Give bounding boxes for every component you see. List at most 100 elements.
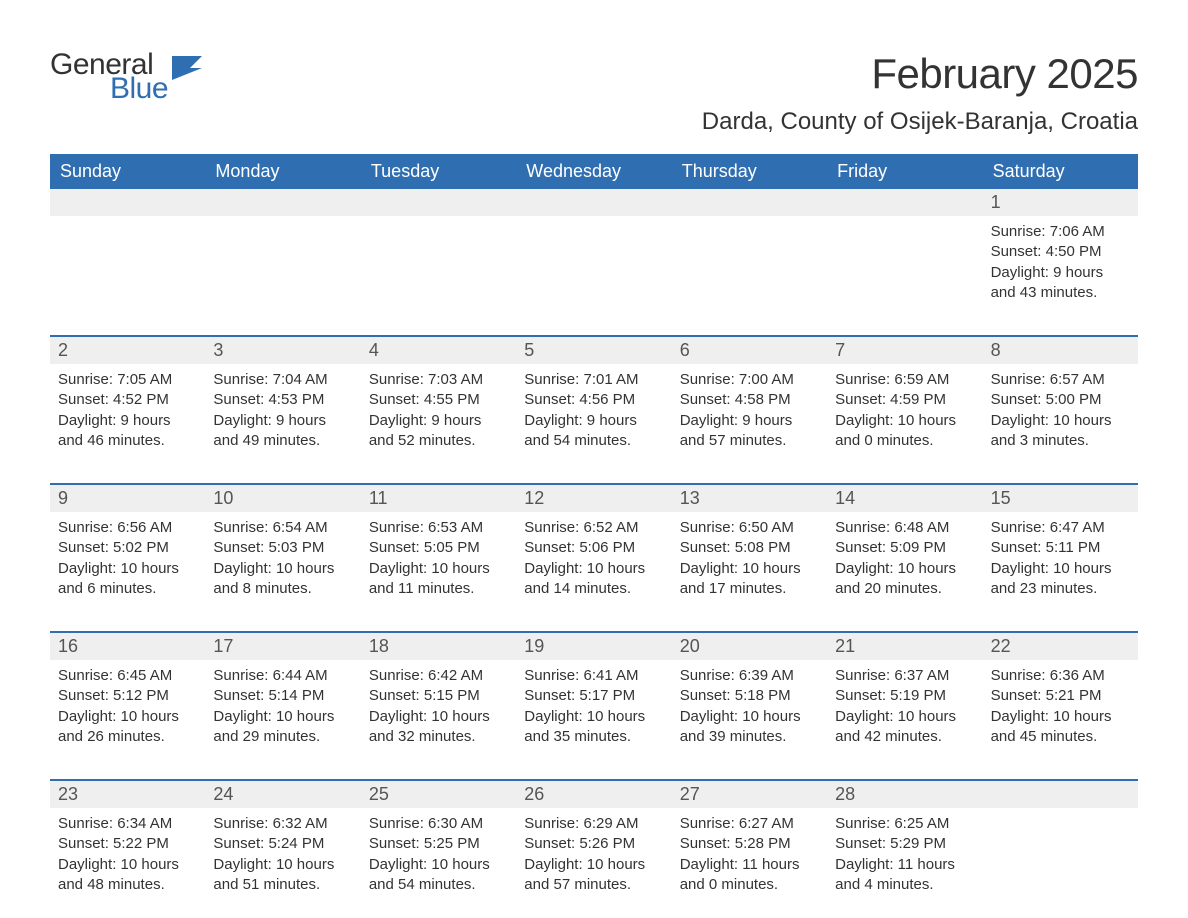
day-number: 4 <box>361 337 516 364</box>
day-cell: Sunrise: 6:42 AMSunset: 5:15 PMDaylight:… <box>361 660 516 751</box>
sunrise-line: Sunrise: 6:54 AM <box>213 518 350 538</box>
sunset-line: Sunset: 5:15 PM <box>369 686 506 706</box>
day-number: 6 <box>672 337 827 364</box>
sunset-line: Sunset: 5:09 PM <box>835 538 972 558</box>
sunset-line: Sunset: 5:24 PM <box>213 834 350 854</box>
sunrise-line: Sunrise: 6:32 AM <box>213 814 350 834</box>
day-number: 14 <box>827 485 982 512</box>
day-number: 25 <box>361 781 516 808</box>
daylight-line: Daylight: 10 hours and 42 minutes. <box>835 707 972 748</box>
sunrise-line: Sunrise: 6:50 AM <box>680 518 817 538</box>
day-cell: Sunrise: 6:47 AMSunset: 5:11 PMDaylight:… <box>983 512 1138 603</box>
daylight-line: Daylight: 9 hours and 57 minutes. <box>680 411 817 452</box>
day-cell: Sunrise: 6:44 AMSunset: 5:14 PMDaylight:… <box>205 660 360 751</box>
day-cell <box>983 808 1138 899</box>
sunrise-line: Sunrise: 6:41 AM <box>524 666 661 686</box>
sunset-line: Sunset: 4:50 PM <box>991 242 1128 262</box>
day-cell: Sunrise: 6:52 AMSunset: 5:06 PMDaylight:… <box>516 512 671 603</box>
sunset-line: Sunset: 5:02 PM <box>58 538 195 558</box>
day-number <box>205 189 360 216</box>
daylight-line: Daylight: 10 hours and 17 minutes. <box>680 559 817 600</box>
sunrise-line: Sunrise: 6:39 AM <box>680 666 817 686</box>
daylight-line: Daylight: 10 hours and 51 minutes. <box>213 855 350 896</box>
day-number <box>516 189 671 216</box>
sunrise-line: Sunrise: 6:25 AM <box>835 814 972 834</box>
sunrise-line: Sunrise: 6:52 AM <box>524 518 661 538</box>
day-number: 18 <box>361 633 516 660</box>
weekday-label: Thursday <box>672 154 827 189</box>
daynum-strip: 2345678 <box>50 337 1138 364</box>
weekday-header-row: SundayMondayTuesdayWednesdayThursdayFrid… <box>50 154 1138 189</box>
day-number: 16 <box>50 633 205 660</box>
day-number: 12 <box>516 485 671 512</box>
sunset-line: Sunset: 5:05 PM <box>369 538 506 558</box>
sunset-line: Sunset: 4:52 PM <box>58 390 195 410</box>
day-cell <box>827 216 982 307</box>
day-number: 5 <box>516 337 671 364</box>
daylight-line: Daylight: 10 hours and 11 minutes. <box>369 559 506 600</box>
daylight-line: Daylight: 10 hours and 0 minutes. <box>835 411 972 452</box>
week-row: 1Sunrise: 7:06 AMSunset: 4:50 PMDaylight… <box>50 189 1138 307</box>
sunrise-line: Sunrise: 6:45 AM <box>58 666 195 686</box>
sunrise-line: Sunrise: 7:04 AM <box>213 370 350 390</box>
day-number: 9 <box>50 485 205 512</box>
title-block: February 2025 Darda, County of Osijek-Ba… <box>702 50 1138 136</box>
daynum-strip: 1 <box>50 189 1138 216</box>
day-number <box>361 189 516 216</box>
day-cell: Sunrise: 6:53 AMSunset: 5:05 PMDaylight:… <box>361 512 516 603</box>
daylight-line: Daylight: 9 hours and 46 minutes. <box>58 411 195 452</box>
sunset-line: Sunset: 5:17 PM <box>524 686 661 706</box>
day-cell: Sunrise: 6:39 AMSunset: 5:18 PMDaylight:… <box>672 660 827 751</box>
day-number: 24 <box>205 781 360 808</box>
day-number <box>983 781 1138 808</box>
day-cell: Sunrise: 7:05 AMSunset: 4:52 PMDaylight:… <box>50 364 205 455</box>
weeks-container: 1Sunrise: 7:06 AMSunset: 4:50 PMDaylight… <box>50 189 1138 899</box>
sunrise-line: Sunrise: 6:59 AM <box>835 370 972 390</box>
week-row: 232425262728Sunrise: 6:34 AMSunset: 5:22… <box>50 779 1138 899</box>
day-cell: Sunrise: 7:00 AMSunset: 4:58 PMDaylight:… <box>672 364 827 455</box>
sunset-line: Sunset: 5:03 PM <box>213 538 350 558</box>
day-cell: Sunrise: 6:37 AMSunset: 5:19 PMDaylight:… <box>827 660 982 751</box>
daylight-line: Daylight: 10 hours and 54 minutes. <box>369 855 506 896</box>
logo: General Blue <box>50 50 206 104</box>
week-row: 9101112131415Sunrise: 6:56 AMSunset: 5:0… <box>50 483 1138 603</box>
day-number: 20 <box>672 633 827 660</box>
day-cell: Sunrise: 6:29 AMSunset: 5:26 PMDaylight:… <box>516 808 671 899</box>
day-number: 22 <box>983 633 1138 660</box>
sunset-line: Sunset: 5:11 PM <box>991 538 1128 558</box>
sunset-line: Sunset: 5:06 PM <box>524 538 661 558</box>
daynum-strip: 16171819202122 <box>50 633 1138 660</box>
day-number: 10 <box>205 485 360 512</box>
sunset-line: Sunset: 4:55 PM <box>369 390 506 410</box>
sunset-line: Sunset: 5:00 PM <box>991 390 1128 410</box>
day-cell: Sunrise: 6:54 AMSunset: 5:03 PMDaylight:… <box>205 512 360 603</box>
daylight-line: Daylight: 9 hours and 49 minutes. <box>213 411 350 452</box>
day-cell: Sunrise: 6:36 AMSunset: 5:21 PMDaylight:… <box>983 660 1138 751</box>
sunrise-line: Sunrise: 6:56 AM <box>58 518 195 538</box>
day-cell: Sunrise: 7:06 AMSunset: 4:50 PMDaylight:… <box>983 216 1138 307</box>
location-subtitle: Darda, County of Osijek-Baranja, Croatia <box>702 108 1138 136</box>
sunset-line: Sunset: 5:12 PM <box>58 686 195 706</box>
day-cell: Sunrise: 6:30 AMSunset: 5:25 PMDaylight:… <box>361 808 516 899</box>
week-row: 16171819202122Sunrise: 6:45 AMSunset: 5:… <box>50 631 1138 751</box>
day-number: 17 <box>205 633 360 660</box>
day-cell: Sunrise: 6:25 AMSunset: 5:29 PMDaylight:… <box>827 808 982 899</box>
daylight-line: Daylight: 10 hours and 45 minutes. <box>991 707 1128 748</box>
weekday-label: Wednesday <box>516 154 671 189</box>
day-number: 28 <box>827 781 982 808</box>
day-number: 11 <box>361 485 516 512</box>
sunrise-line: Sunrise: 7:03 AM <box>369 370 506 390</box>
daylight-line: Daylight: 10 hours and 14 minutes. <box>524 559 661 600</box>
sunset-line: Sunset: 5:28 PM <box>680 834 817 854</box>
weekday-label: Sunday <box>50 154 205 189</box>
daylight-line: Daylight: 10 hours and 26 minutes. <box>58 707 195 748</box>
sunrise-line: Sunrise: 6:29 AM <box>524 814 661 834</box>
daylight-line: Daylight: 10 hours and 3 minutes. <box>991 411 1128 452</box>
day-number: 15 <box>983 485 1138 512</box>
daylight-line: Daylight: 10 hours and 32 minutes. <box>369 707 506 748</box>
day-number: 7 <box>827 337 982 364</box>
logo-word-blue: Blue <box>110 74 168 104</box>
daylight-line: Daylight: 11 hours and 0 minutes. <box>680 855 817 896</box>
sunrise-line: Sunrise: 6:34 AM <box>58 814 195 834</box>
weekday-label: Tuesday <box>361 154 516 189</box>
